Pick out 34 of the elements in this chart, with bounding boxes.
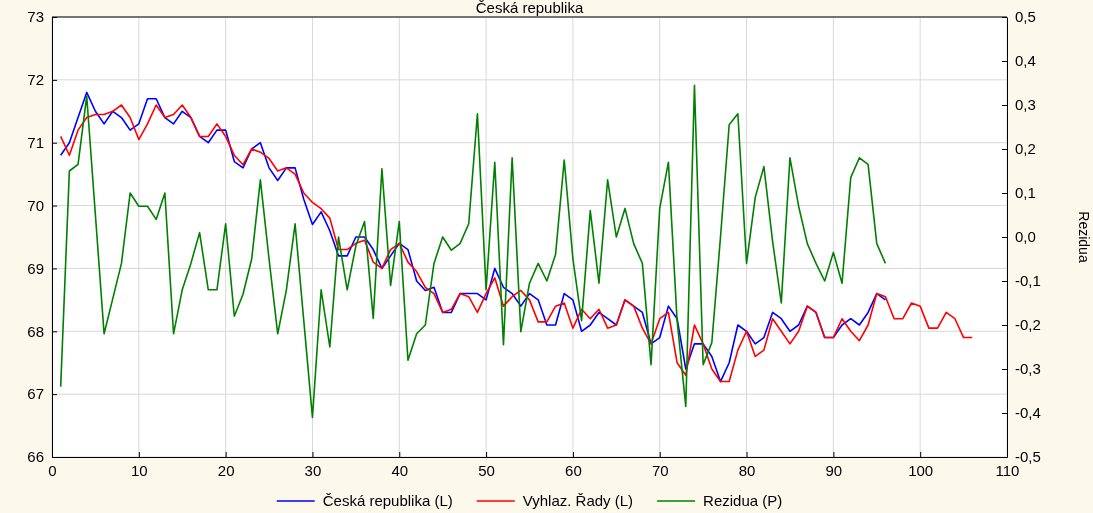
y2-tick-label: 0,5 xyxy=(1015,8,1036,26)
x-tick-label: 100 xyxy=(908,461,934,479)
y2-tick-label: 0,2 xyxy=(1015,140,1036,158)
y2-tick-label: -0,3 xyxy=(1015,360,1041,378)
y2-axis-title: Rezidua xyxy=(1076,211,1092,263)
x-tick-label: 60 xyxy=(565,461,582,479)
y-tick-label: 66 xyxy=(27,448,44,466)
legend-label: Rezidua (P) xyxy=(703,492,783,509)
y2-tick-label: -0,2 xyxy=(1015,316,1041,334)
y2-tick-label: -0,1 xyxy=(1015,272,1041,290)
y-tick-label: 73 xyxy=(27,8,44,26)
x-tick-label: 90 xyxy=(825,461,843,479)
x-tick-label: 20 xyxy=(217,461,235,479)
x-tick-label: 30 xyxy=(304,461,322,479)
x-tick-label: 80 xyxy=(738,461,756,479)
y-tick-label: 67 xyxy=(27,385,44,403)
y-tick-label: 70 xyxy=(27,196,44,214)
y-tick-label: 69 xyxy=(27,259,44,277)
x-tick-label: 0 xyxy=(48,461,57,479)
x-tick-label: 70 xyxy=(651,461,669,479)
y2-tick-label: -0,4 xyxy=(1015,404,1041,422)
x-tick-label: 50 xyxy=(478,461,495,479)
y2-tick-label: 0,0 xyxy=(1015,228,1036,246)
y-tick-label: 71 xyxy=(27,134,44,152)
y-tick-label: 68 xyxy=(27,322,44,340)
y2-tick-label: 0,1 xyxy=(1015,184,1036,202)
x-tick-label: 40 xyxy=(391,461,409,479)
x-tick-label: 10 xyxy=(130,461,148,479)
legend-label: Česká republika (L) xyxy=(322,492,453,509)
y2-tick-label: 0,4 xyxy=(1015,52,1036,70)
legend-label: Vyhlaz. Řady (L) xyxy=(522,492,634,509)
y2-tick-label: 0,3 xyxy=(1015,96,1036,114)
y-tick-label: 72 xyxy=(27,71,44,89)
chart-title: Česká republika xyxy=(475,0,584,16)
